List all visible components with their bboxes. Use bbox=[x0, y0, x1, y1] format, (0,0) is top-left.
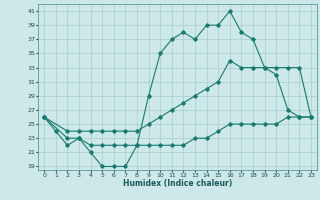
X-axis label: Humidex (Indice chaleur): Humidex (Indice chaleur) bbox=[123, 179, 232, 188]
